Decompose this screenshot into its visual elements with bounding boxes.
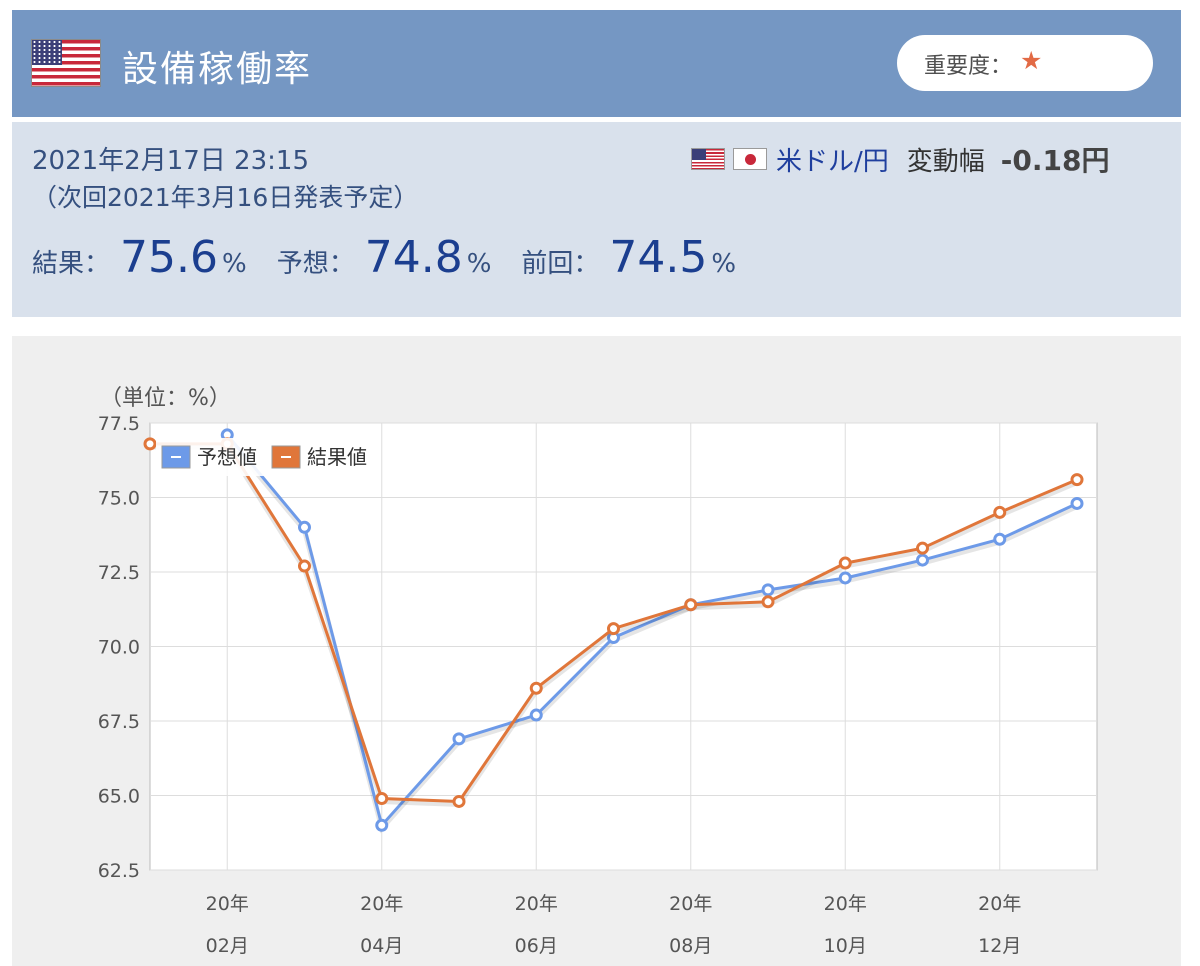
x-tick-label: 02月 — [206, 935, 249, 957]
x-tick-label: 08月 — [669, 935, 712, 957]
change-value: -0.18円 — [1000, 144, 1110, 177]
result-value: 75.6 — [120, 232, 218, 283]
result-pct: % — [221, 249, 247, 279]
next-release: （次回2021年3月16日発表予定） — [32, 183, 419, 212]
data-point — [143, 437, 157, 451]
y-tick-label: 75.0 — [98, 488, 140, 510]
data-point — [452, 732, 466, 746]
y-tick-label: 67.5 — [98, 711, 140, 733]
y-tick-label: 70.0 — [98, 637, 140, 659]
x-tick-label: 12月 — [978, 935, 1021, 957]
forecast-value: 74.8 — [364, 232, 463, 283]
y-tick-label: 62.5 — [98, 860, 140, 882]
stats-row: 結果： 75.6 % 予想： 74.8 % 前回： 74.5 % — [32, 232, 766, 283]
series-line-forecast — [226, 433, 1078, 827]
indicator-summary: 2021年2月17日 23:15 （次回2021年3月16日発表予定） 米ドル/… — [12, 122, 1181, 317]
data-point — [298, 559, 311, 573]
data-point — [375, 818, 389, 832]
data-point — [838, 556, 852, 570]
x-tick-label: 20年 — [669, 893, 712, 915]
importance-badge: 重要度： ★ — [897, 35, 1153, 91]
x-tick-label: 20年 — [824, 893, 867, 915]
chart-unit-label: （単位：%） — [100, 386, 231, 411]
indicator-title: 設備稼働率 — [122, 49, 313, 90]
data-point — [298, 520, 311, 534]
previous-pct: % — [711, 249, 737, 279]
y-tick-label: 72.5 — [98, 562, 140, 584]
indicator-header: 設備稼働率 重要度： ★ — [12, 10, 1181, 117]
jp-flag-small-icon — [734, 149, 766, 169]
previous-label: 前回： — [521, 249, 600, 279]
data-point — [916, 541, 929, 555]
importance-label: 重要度： — [924, 54, 1013, 79]
currency-pair-link[interactable]: 米ドル/円 — [776, 146, 889, 177]
x-tick-label: 20年 — [978, 893, 1021, 915]
data-point — [993, 505, 1007, 519]
star-icon: ★ — [1020, 46, 1043, 75]
data-point — [916, 553, 929, 567]
change-label: 変動幅 — [906, 146, 985, 177]
x-tick-label: 20年 — [360, 893, 403, 915]
legend-label: 予想値 — [197, 445, 257, 469]
data-point — [838, 571, 852, 585]
previous-value: 74.5 — [609, 232, 708, 283]
us-flag-icon — [32, 40, 100, 86]
data-point — [761, 583, 775, 597]
x-tick-label: 10月 — [824, 935, 867, 957]
currency-pair-change: 米ドル/円 変動幅 -0.18円 — [692, 142, 1110, 177]
legend-box — [156, 438, 378, 476]
data-point — [375, 791, 389, 805]
data-point — [1070, 473, 1084, 487]
data-point — [684, 598, 698, 612]
forecast-label: 予想： — [276, 249, 355, 279]
x-tick-label: 20年 — [515, 893, 558, 915]
result-label: 結果： — [32, 249, 111, 279]
legend-label: 結果値 — [307, 445, 367, 469]
forecast-pct: % — [466, 249, 492, 279]
data-point — [1070, 496, 1084, 510]
data-point — [529, 681, 543, 695]
y-tick-label: 77.5 — [98, 413, 140, 435]
data-point — [529, 708, 543, 722]
x-tick-label: 06月 — [515, 935, 558, 957]
x-tick-label: 04月 — [360, 935, 403, 957]
release-datetime: 2021年2月17日 23:15 — [32, 146, 309, 176]
y-tick-label: 65.0 — [98, 786, 140, 808]
data-point — [607, 622, 620, 636]
x-tick-label: 20年 — [206, 893, 249, 915]
data-point — [452, 794, 466, 808]
us-flag-small-icon — [692, 149, 724, 169]
data-point — [993, 532, 1007, 546]
data-point — [761, 595, 775, 609]
